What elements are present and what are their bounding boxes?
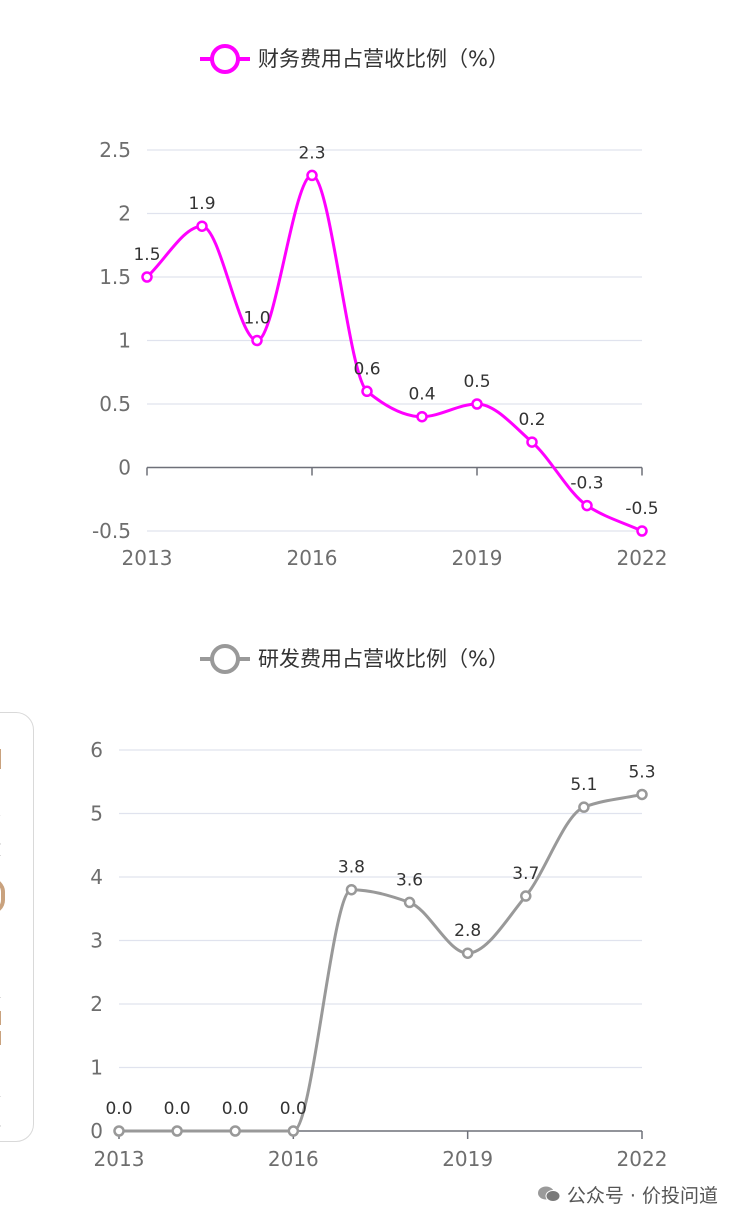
rd-data-point — [403, 896, 416, 909]
legend-rd-text: 研发费用占营收比例（%） — [258, 647, 509, 671]
side-panel-glyph-6: 地 — [0, 1105, 1, 1135]
watermark: 公众号 · 价投问道 — [537, 1181, 718, 1207]
rd-data-point — [520, 890, 532, 902]
finance-x-tick-label: 2013 — [122, 546, 173, 570]
rd-data-label: 5.1 — [570, 775, 597, 795]
wechat-icon — [537, 1186, 561, 1202]
finance-x-tick-label: 2022 — [617, 546, 668, 570]
legend-rd-marker-icon — [210, 644, 240, 674]
finance-data-label: 1.0 — [243, 309, 270, 329]
finance-data-label: -0.3 — [570, 474, 603, 494]
rd-y-tick-label: 6 — [90, 738, 103, 762]
legend-finance-text: 财务费用占营收比例（%） — [258, 47, 509, 71]
side-panel-icon-2 — [0, 878, 5, 914]
finance-x-tick-label: 2016 — [287, 546, 338, 570]
finance-data-point — [636, 525, 648, 537]
side-panel-icon-3a — [0, 1011, 1, 1025]
rd-series-line — [119, 792, 643, 1133]
rd-data-point — [461, 947, 474, 959]
rd-data-point — [229, 1125, 241, 1137]
finance-y-tick-label: 1 — [118, 329, 131, 353]
rd-data-label: 3.6 — [396, 870, 423, 890]
rd-y-tick-label: 5 — [90, 802, 103, 826]
rd-x-tick-label: 2016 — [268, 1147, 319, 1171]
finance-data-point — [581, 499, 593, 512]
rd-data-label: 2.8 — [454, 921, 481, 941]
finance-data-point — [141, 271, 153, 283]
watermark-text: 公众号 · 价投问道 — [566, 1184, 718, 1207]
finance-y-tick-label: 1.5 — [99, 265, 131, 289]
rd-y-tick-label: 0 — [90, 1119, 103, 1143]
finance-data-point — [361, 385, 373, 398]
rd-y-tick-label: 1 — [90, 1056, 103, 1080]
finance-data-point — [526, 436, 538, 448]
rd-data-point — [578, 801, 590, 813]
legend-rd[interactable]: 研发费用占营收比例（%） — [200, 644, 509, 674]
finance-data-point — [306, 169, 318, 182]
side-panel-divider-1 — [0, 855, 1, 856]
finance-data-label: 1.9 — [188, 194, 215, 214]
finance-data-label: -0.5 — [625, 499, 658, 519]
finance-data-label: 0.2 — [518, 410, 545, 430]
rd-x-tick-label: 2022 — [617, 1147, 668, 1171]
rd-chart: 6 5 4 3 2 1 0 2013 2016 2019 2022 0.0 0.0 0.0 0.0 3.8 3.… — [90, 738, 667, 1171]
rd-x-tick-label: 2019 — [442, 1147, 493, 1171]
finance-data-label: 1.5 — [133, 245, 160, 265]
side-panel-glyph-1: 入 — [0, 793, 1, 823]
rd-y-tick-label: 3 — [90, 929, 103, 953]
side-floating-panel: 入 地 到 信 议 地 — [0, 712, 34, 1142]
finance-data-point — [416, 410, 428, 423]
rd-data-label: 0.0 — [105, 1099, 132, 1119]
rd-y-tick-label: 4 — [90, 865, 103, 889]
rd-x-tick-label: 2013 — [94, 1147, 145, 1171]
finance-y-tick-label: 0 — [118, 456, 131, 480]
rd-data-point — [171, 1125, 183, 1137]
finance-y-tick-label: -0.5 — [92, 519, 131, 543]
finance-data-point — [196, 220, 208, 232]
side-panel-glyph-4: 信 — [0, 963, 1, 993]
side-panel-glyph-2: 地 — [0, 823, 1, 853]
rd-data-label: 3.7 — [512, 864, 539, 884]
rd-y-tick-label: 2 — [90, 992, 103, 1016]
side-panel-glyph-3: 到 — [0, 931, 1, 961]
side-panel-glyph-5: 议 — [0, 1073, 1, 1103]
finance-data-label: 0.5 — [463, 372, 490, 392]
rd-data-point — [113, 1125, 125, 1137]
rd-data-point — [345, 883, 358, 896]
finance-data-point — [251, 334, 263, 347]
side-panel-divider-2 — [0, 997, 1, 998]
rd-data-label: 0.0 — [164, 1099, 191, 1119]
rd-data-label: 0.0 — [222, 1099, 249, 1119]
legend-finance-marker-icon — [210, 44, 240, 74]
legend-finance[interactable]: 财务费用占营收比例（%） — [200, 44, 509, 74]
finance-data-label: 0.6 — [353, 359, 380, 379]
rd-data-point — [636, 788, 648, 801]
rd-data-label: 5.3 — [628, 762, 655, 782]
finance-data-label: 0.4 — [408, 385, 435, 405]
side-panel-icon-1 — [0, 749, 1, 769]
finance-data-label: 2.3 — [298, 143, 325, 163]
finance-series-line — [145, 173, 643, 533]
finance-y-tick-label: 2 — [118, 202, 131, 226]
finance-y-tick-label: 2.5 — [99, 138, 131, 162]
finance-x-tick-label: 2019 — [452, 546, 503, 570]
rd-data-label: 0.0 — [280, 1099, 307, 1119]
side-panel-icon-3b — [0, 1031, 1, 1045]
rd-data-point — [287, 1125, 300, 1137]
finance-y-tick-label: 0.5 — [99, 392, 131, 416]
rd-data-label: 3.8 — [338, 858, 365, 878]
finance-data-point — [471, 398, 483, 410]
